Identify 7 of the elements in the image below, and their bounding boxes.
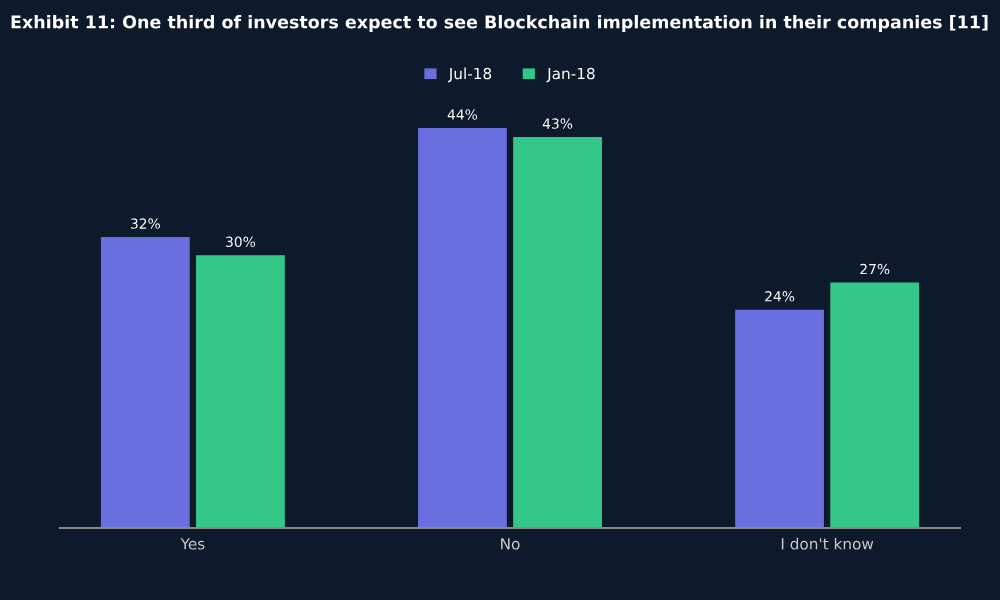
chart-title: Exhibit 11: One third of investors expect to see Blockchain implementation in their companies [11] [11,15,988,32]
bar [100,237,190,528]
bar [418,128,507,528]
bar [830,282,920,528]
bar [735,309,824,528]
bar [196,255,285,528]
bar [513,137,602,528]
